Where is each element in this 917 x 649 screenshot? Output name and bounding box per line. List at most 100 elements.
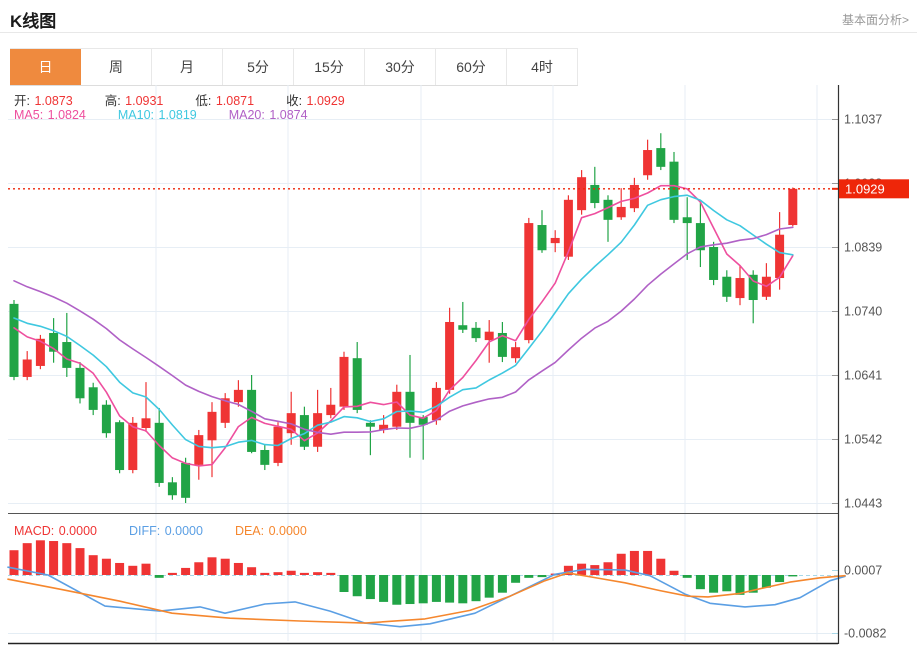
macd-bar[interactable] xyxy=(524,575,534,578)
macd-bar[interactable] xyxy=(484,575,494,598)
candle[interactable] xyxy=(537,225,547,251)
candle[interactable] xyxy=(669,161,679,220)
macd-bar[interactable] xyxy=(629,550,639,575)
candle[interactable] xyxy=(590,184,600,204)
candle[interactable] xyxy=(445,321,455,390)
macd-bar[interactable] xyxy=(220,558,230,575)
macd-bar[interactable] xyxy=(709,575,719,593)
candle[interactable] xyxy=(550,237,560,244)
tab-日[interactable]: 日 xyxy=(10,49,81,85)
tab-周[interactable]: 周 xyxy=(81,49,152,85)
macd-bar[interactable] xyxy=(35,540,45,575)
macd-bar[interactable] xyxy=(788,575,798,577)
candle[interactable] xyxy=(695,223,705,251)
macd-bar[interactable] xyxy=(181,567,191,575)
tab-15分[interactable]: 15分 xyxy=(294,49,365,85)
candle[interactable] xyxy=(577,177,587,211)
macd-bar[interactable] xyxy=(616,553,626,575)
macd-bar[interactable] xyxy=(194,562,204,575)
macd-bar[interactable] xyxy=(326,572,336,575)
candle[interactable] xyxy=(603,199,613,220)
candle[interactable] xyxy=(141,418,151,429)
macd-bar[interactable] xyxy=(722,575,732,592)
macd-bar[interactable] xyxy=(167,572,177,575)
macd-bar[interactable] xyxy=(299,572,309,575)
candle[interactable] xyxy=(352,358,362,410)
tab-5分[interactable]: 5分 xyxy=(223,49,294,85)
candle[interactable] xyxy=(101,404,111,434)
candle[interactable] xyxy=(313,413,323,447)
macd-bar[interactable] xyxy=(233,562,243,575)
candle[interactable] xyxy=(431,387,441,421)
macd-bar[interactable] xyxy=(247,567,257,575)
macd-bar[interactable] xyxy=(365,575,375,600)
candle[interactable] xyxy=(62,342,72,368)
macd-bar[interactable] xyxy=(458,575,468,604)
macd-bar[interactable] xyxy=(49,541,59,575)
candle[interactable] xyxy=(722,276,732,297)
macd-bar[interactable] xyxy=(141,563,151,575)
tab-60分[interactable]: 60分 xyxy=(436,49,507,85)
macd-bar[interactable] xyxy=(497,575,507,593)
candle[interactable] xyxy=(299,415,309,447)
candle[interactable] xyxy=(207,411,217,441)
macd-bar[interactable] xyxy=(260,572,270,575)
candle[interactable] xyxy=(471,327,481,339)
macd-bar[interactable] xyxy=(286,570,296,575)
macd-bar[interactable] xyxy=(273,572,283,575)
macd-bar[interactable] xyxy=(695,575,705,590)
candle[interactable] xyxy=(260,449,270,465)
candle[interactable] xyxy=(194,435,204,465)
macd-bar[interactable] xyxy=(88,555,98,575)
macd-bar[interactable] xyxy=(511,575,521,583)
macd-bar[interactable] xyxy=(418,575,428,604)
candle[interactable] xyxy=(379,424,389,430)
candle[interactable] xyxy=(167,482,177,496)
macd-bar[interactable] xyxy=(339,575,349,592)
candle[interactable] xyxy=(775,234,785,279)
candle[interactable] xyxy=(643,150,653,176)
candle[interactable] xyxy=(181,462,191,498)
candle[interactable] xyxy=(9,303,19,377)
candle[interactable] xyxy=(154,422,164,483)
candle[interactable] xyxy=(629,184,639,209)
candle[interactable] xyxy=(35,338,45,366)
macd-bar[interactable] xyxy=(669,570,679,575)
candle[interactable] xyxy=(616,206,626,218)
candle[interactable] xyxy=(405,391,415,423)
macd-bar[interactable] xyxy=(154,575,164,578)
macd-bar[interactable] xyxy=(207,557,217,575)
fundamental-analysis-link[interactable]: 基本面分析> xyxy=(841,13,909,27)
macd-bar[interactable] xyxy=(352,575,362,597)
candle[interactable] xyxy=(392,391,402,427)
candle[interactable] xyxy=(49,332,59,352)
candle[interactable] xyxy=(88,387,98,410)
macd-bar[interactable] xyxy=(748,575,758,593)
candle[interactable] xyxy=(233,389,243,403)
macd-bar[interactable] xyxy=(405,575,415,605)
candle[interactable] xyxy=(709,246,719,280)
macd-bar[interactable] xyxy=(128,565,138,575)
candle[interactable] xyxy=(511,347,521,359)
macd-bar[interactable] xyxy=(62,543,72,575)
macd-bar[interactable] xyxy=(603,562,613,575)
macd-bar[interactable] xyxy=(537,575,547,578)
candle[interactable] xyxy=(735,278,745,299)
candle[interactable] xyxy=(247,389,257,452)
candle[interactable] xyxy=(563,199,573,257)
candle[interactable] xyxy=(22,359,32,377)
macd-bar[interactable] xyxy=(656,558,666,575)
macd-bar[interactable] xyxy=(75,548,85,575)
macd-bar[interactable] xyxy=(431,575,441,602)
macd-bar[interactable] xyxy=(735,575,745,595)
candle[interactable] xyxy=(220,398,230,423)
tab-4时[interactable]: 4时 xyxy=(507,49,578,85)
macd-bar[interactable] xyxy=(22,543,32,575)
macd-bar[interactable] xyxy=(563,565,573,575)
candle[interactable] xyxy=(748,274,758,301)
macd-bar[interactable] xyxy=(682,575,692,578)
candle[interactable] xyxy=(75,367,85,399)
macd-bar[interactable] xyxy=(445,575,455,603)
macd-bar[interactable] xyxy=(643,550,653,575)
candle[interactable] xyxy=(128,422,138,471)
